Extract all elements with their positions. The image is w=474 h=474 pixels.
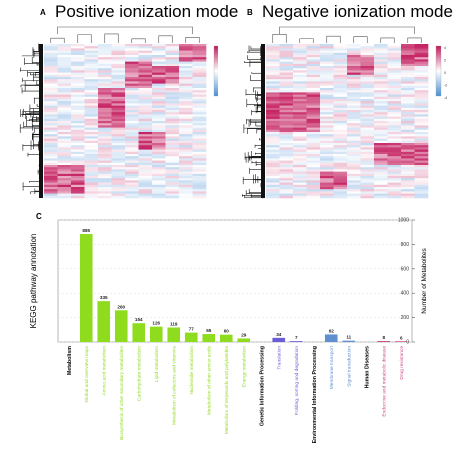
row-dendrogram [242, 44, 265, 199]
column-dendrogram [272, 26, 422, 43]
heatmap-negative: 4 2 0 -2 -4 [242, 26, 447, 199]
group-label: Metabolism [67, 346, 73, 375]
bar [184, 332, 198, 342]
bar [324, 334, 338, 342]
category-label: Global and overview maps [84, 345, 90, 402]
color-scale-tick: 0 [444, 71, 446, 75]
y-axis-label: KEGG pathway annotation [29, 234, 38, 329]
color-scale-bar [435, 45, 442, 97]
bar [394, 341, 408, 342]
bar [149, 326, 163, 342]
group-label: Human Diseases [364, 346, 370, 388]
bar-value-label: 11 [346, 335, 351, 340]
bar [219, 334, 233, 342]
bar [167, 327, 181, 342]
bar [114, 310, 128, 342]
bar-value-label: 34 [276, 332, 282, 337]
bar-value-label: 60 [224, 329, 230, 334]
category-label: Signal transduction [346, 346, 352, 387]
category-label: Folding, sorting and degradation [294, 346, 300, 415]
y-tick-label: 600 [401, 266, 410, 272]
bar-value-label: 154 [135, 317, 143, 322]
bar-value-label: 65 [206, 328, 212, 333]
plot-frame [57, 219, 413, 343]
color-scale-tick: -2 [444, 84, 447, 88]
column-dendrogram [50, 26, 200, 43]
y-tick-label: 400 [401, 291, 410, 297]
category-label: Amino acid metabolism [101, 346, 107, 396]
panel-a-letter: A [40, 8, 46, 17]
category-label: Translation [276, 346, 282, 370]
bar-value-label: 6 [400, 335, 403, 340]
panel-b-title: Negative ionization mode [262, 2, 453, 21]
bar [272, 337, 286, 342]
bar [79, 234, 93, 342]
category-label: Biosynthesis of other secondary metaboli… [119, 345, 125, 439]
bar [202, 334, 216, 342]
color-scale-bar [213, 45, 218, 97]
group-label: Environmental Information Processing [312, 346, 318, 443]
bar [237, 338, 251, 342]
y-tick-label: 0 [406, 340, 409, 346]
bar [132, 323, 146, 342]
bar [97, 301, 111, 342]
heatmap-cells [44, 44, 207, 199]
color-scale-tick: -4 [444, 96, 447, 100]
bar-value-label: 885 [82, 228, 90, 233]
bar-value-label: 29 [241, 332, 247, 337]
bar [342, 340, 356, 342]
y-tick-label: 200 [401, 315, 410, 321]
row-dendrogram [19, 43, 43, 198]
category-label: Metabolism of cofactors and vitamins [171, 345, 177, 425]
panel-c-letter: C [36, 212, 42, 221]
y2-axis-label: Number of Metabolites [421, 248, 428, 314]
bar [377, 341, 391, 342]
color-scale-tick: 4 [444, 46, 446, 50]
category-label: Drug resistance [399, 346, 405, 380]
group-label: Genetic Information Processing [259, 346, 265, 426]
color-scale-tick: 2 [444, 59, 446, 63]
category-label: Nucleotide metabolism [189, 346, 195, 395]
bar-value-label: 77 [189, 327, 195, 332]
y-tick-label: 800 [401, 242, 410, 248]
bar [289, 341, 303, 342]
category-label: Lipid metabolism [154, 346, 160, 382]
heatmap-cells [266, 44, 429, 199]
kegg-bar-chart: 0 200 400 600 800 1000 KEGG pathway annotation… [29, 218, 428, 444]
bar-value-label: 7 [295, 335, 298, 340]
category-label: Metabolism of terpenoids and polyketides [224, 345, 230, 434]
bar-value-label: 62 [329, 328, 335, 333]
category-label: Carbohydrate metabolism [136, 346, 142, 401]
panel-b-letter: B [247, 8, 253, 17]
bar-value-label: 8 [382, 335, 385, 340]
y-tick-label: 1000 [398, 218, 409, 224]
category-label: Endocrine and metabolic disease [381, 346, 387, 417]
bar-value-label: 119 [170, 321, 178, 326]
category-label: Membrane transport [329, 345, 335, 389]
category-label: Metabolism of other amino acids [206, 345, 212, 415]
bar-value-label: 126 [152, 321, 160, 326]
panel-a-title: Positive ionization mode [55, 2, 239, 21]
category-label: Energy metabolism [241, 346, 247, 387]
bar-value-label: 335 [100, 295, 108, 300]
bar-value-label: 260 [117, 304, 125, 309]
heatmap-positive: 420-2-4 [19, 26, 218, 199]
